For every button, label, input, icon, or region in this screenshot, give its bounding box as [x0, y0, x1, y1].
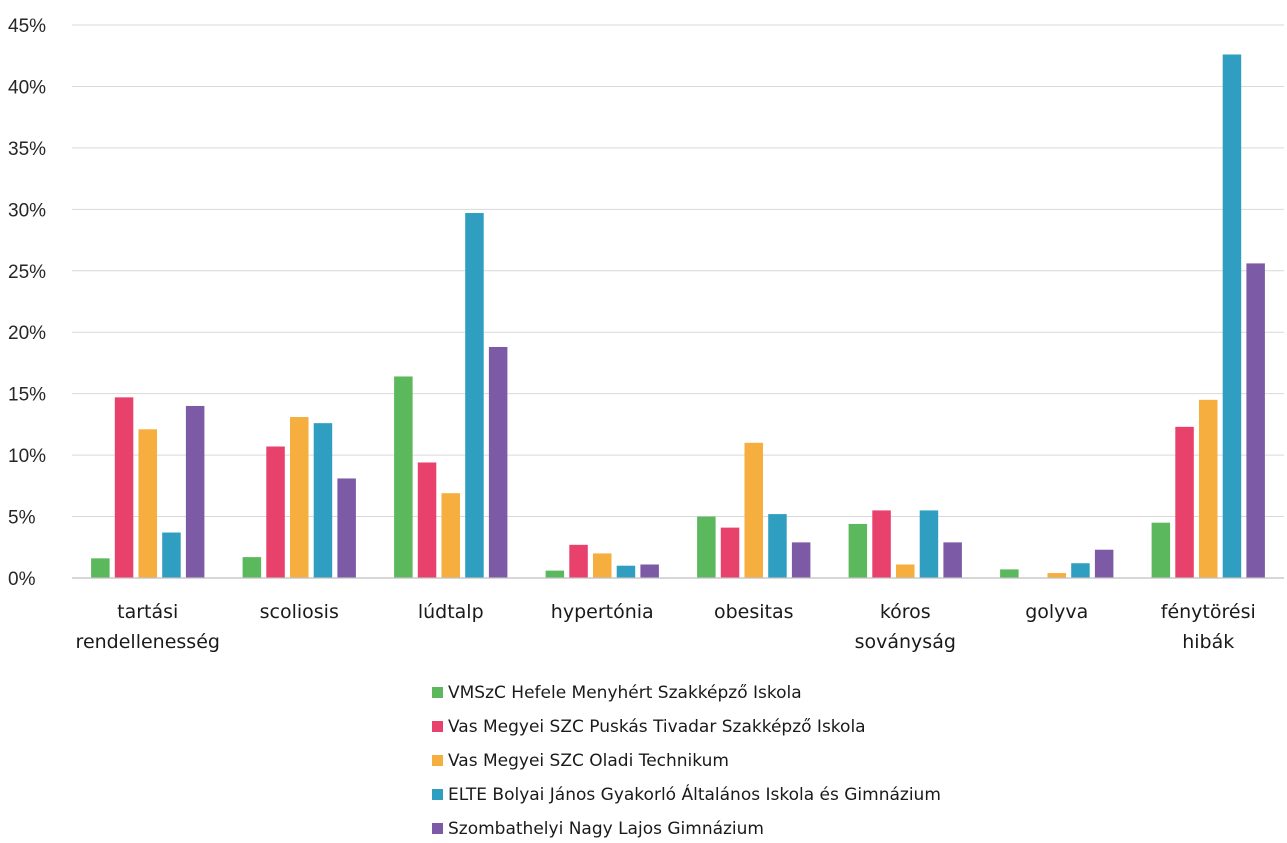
y-tick-label: 10% — [8, 446, 46, 467]
bar — [1094, 549, 1114, 578]
bar — [768, 514, 787, 578]
bar — [744, 442, 763, 578]
bar — [1071, 563, 1090, 578]
bar — [441, 493, 460, 578]
y-tick-label: 5% — [8, 508, 36, 529]
bar — [488, 346, 508, 578]
bar — [266, 446, 285, 578]
bar — [1151, 522, 1171, 578]
x-tick-label: scoliosis — [260, 601, 339, 623]
bar — [114, 397, 134, 578]
bar — [848, 523, 868, 578]
x-tick-label: golyva — [1025, 601, 1088, 623]
x-tick-label: tartási — [117, 601, 178, 623]
bar — [417, 462, 437, 578]
y-tick-label: 25% — [8, 262, 46, 283]
bar — [313, 423, 333, 578]
legend-label: Vas Megyei SZC Puskás Tivadar Szakképző … — [448, 717, 866, 737]
y-tick-label: 40% — [8, 77, 46, 98]
bar — [896, 564, 915, 578]
x-tick-label: obesitas — [714, 601, 794, 623]
legend: VMSzC Hefele Menyhért Szakképző Iskola Va… — [432, 683, 941, 839]
bar — [1047, 573, 1066, 578]
bar — [162, 532, 181, 578]
bar — [872, 510, 891, 578]
bar — [1246, 263, 1265, 578]
bar — [1199, 399, 1218, 578]
bar — [242, 557, 262, 578]
bar — [290, 417, 309, 578]
bar — [465, 213, 484, 578]
y-tick-label: 35% — [8, 139, 46, 160]
legend-swatch — [432, 721, 443, 732]
bar — [720, 527, 740, 578]
bar — [1175, 426, 1194, 578]
bar — [1000, 569, 1019, 578]
legend-label: VMSzC Hefele Menyhért Szakképző Iskola — [448, 683, 802, 703]
bar — [791, 542, 811, 578]
legend-swatch — [432, 789, 443, 800]
bar — [545, 570, 565, 578]
bar — [394, 376, 413, 578]
legend-label: Szombathelyi Nagy Lajos Gimnázium — [448, 819, 764, 839]
bar — [593, 553, 612, 578]
bar — [943, 542, 962, 578]
x-axis-category-labels: tartási rendellenesség scoliosis lúdtalp hyp… — [76, 601, 1256, 653]
legend-swatch — [432, 687, 443, 698]
bar — [616, 565, 636, 578]
bar — [569, 544, 588, 578]
legend-label: Vas Megyei SZC Oladi Technikum — [448, 751, 729, 771]
bar — [337, 478, 356, 578]
x-tick-label: hypertónia — [551, 601, 654, 623]
y-axis-tick-labels: 0% 5% 10% 15% 20% 25% 30% 35% 40% 45% — [8, 16, 46, 590]
legend-label: ELTE Bolyai János Gyakorló Általános Isk… — [448, 783, 941, 805]
y-tick-label: 15% — [8, 385, 46, 406]
x-tick-label: rendellenesség — [76, 631, 220, 653]
y-tick-label: 20% — [8, 323, 46, 344]
gridlines — [72, 24, 1284, 518]
bar — [185, 405, 205, 578]
x-tick-label: lúdtalp — [418, 601, 484, 623]
bar — [919, 510, 939, 578]
x-tick-label: soványság — [855, 631, 956, 653]
bars — [91, 54, 1265, 578]
legend-swatch — [432, 823, 443, 834]
x-tick-label: fénytörési — [1161, 601, 1256, 623]
y-tick-label: 0% — [8, 569, 36, 590]
y-tick-label: 30% — [8, 200, 46, 221]
y-tick-label: 45% — [8, 16, 46, 37]
x-tick-label: kóros — [880, 601, 931, 623]
bar — [91, 558, 110, 578]
bar — [1222, 54, 1242, 578]
bar — [138, 429, 157, 578]
bar — [640, 564, 659, 578]
bar — [697, 516, 716, 578]
x-tick-label: hibák — [1182, 631, 1234, 653]
legend-swatch — [432, 755, 443, 766]
